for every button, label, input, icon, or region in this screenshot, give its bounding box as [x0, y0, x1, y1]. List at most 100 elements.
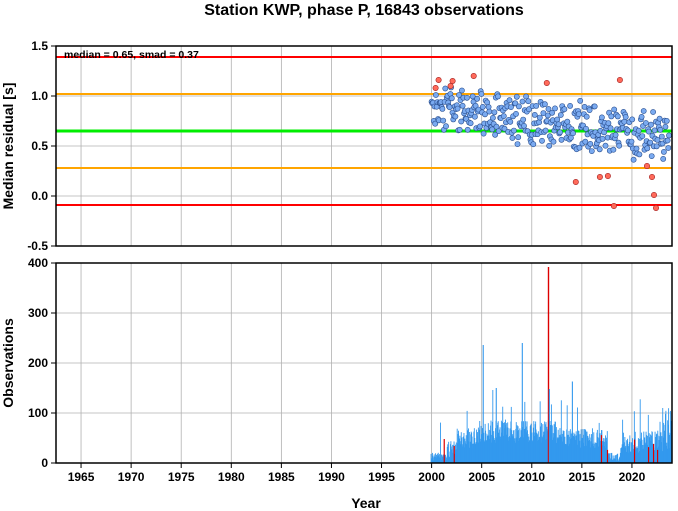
observation-bar	[492, 390, 494, 463]
residual-point	[612, 132, 619, 138]
year-tick-label: 2000	[418, 470, 445, 484]
residual-point	[533, 103, 540, 109]
observation-bar	[457, 434, 459, 463]
outlier-point	[470, 73, 477, 80]
residual-point	[472, 102, 479, 109]
residual-point	[519, 98, 526, 105]
outlier-observation-bar	[443, 439, 445, 463]
observation-bar	[662, 408, 664, 463]
residual-point	[492, 131, 498, 138]
residual-point	[614, 113, 621, 120]
residual-point	[456, 92, 462, 98]
residual-point	[639, 133, 646, 139]
observation-bar	[527, 430, 528, 463]
observation-bar	[508, 437, 510, 463]
residual-point	[583, 113, 590, 120]
residual-point	[628, 138, 635, 145]
observation-bar	[612, 455, 614, 463]
observation-bar	[449, 457, 450, 463]
residual-point	[452, 113, 459, 120]
observation-bar	[430, 453, 432, 463]
observation-bar	[477, 427, 479, 463]
residual-point	[531, 112, 538, 118]
observation-bar	[478, 429, 480, 463]
residual-point	[654, 136, 661, 143]
observation-bar	[493, 438, 495, 463]
residual-point	[599, 135, 606, 142]
residual-point	[545, 106, 552, 112]
residual-point	[506, 97, 513, 104]
observation-bar	[560, 400, 562, 463]
residual-point	[610, 146, 617, 153]
observation-bar	[471, 436, 473, 463]
residual-point	[663, 118, 670, 124]
observation-bar	[477, 432, 478, 463]
residual-point	[658, 133, 665, 140]
observation-bar	[588, 440, 590, 463]
peak-observation-bar	[521, 343, 523, 463]
observation-bar	[440, 454, 442, 463]
observations-tick-label: 300	[28, 306, 48, 320]
year-tick-label: 1965	[68, 470, 95, 484]
observation-bar	[446, 447, 448, 463]
observation-bar	[539, 436, 541, 463]
observation-bar	[570, 438, 572, 463]
observation-bar	[506, 427, 508, 463]
residual-tick-label: 1.5	[31, 39, 48, 53]
observation-bar	[498, 432, 500, 463]
outlier-point	[449, 78, 456, 85]
residual-point	[491, 109, 498, 116]
observation-bar	[622, 419, 624, 463]
residual-tick-label: 1.0	[31, 89, 48, 103]
year-tick-label: 1995	[368, 470, 395, 484]
residual-point	[587, 140, 594, 147]
residual-point	[648, 121, 654, 128]
observation-bar	[594, 442, 596, 463]
residual-point	[442, 85, 449, 92]
observation-bar	[472, 443, 473, 463]
residual-point	[530, 141, 537, 148]
observation-bar	[438, 455, 440, 463]
residual-point	[459, 102, 466, 109]
observation-bar	[453, 452, 455, 463]
observation-bar	[491, 442, 493, 463]
residual-point	[591, 103, 598, 110]
observation-bar	[440, 459, 442, 463]
observation-bar	[576, 435, 578, 463]
residual-point	[509, 135, 516, 141]
year-tick-label: 1975	[168, 470, 195, 484]
residual-tick-label: -0.5	[27, 239, 48, 253]
observation-bar	[489, 430, 491, 463]
residual-point	[645, 128, 652, 135]
peak-observation-bar	[495, 388, 497, 463]
observation-bar	[481, 434, 482, 463]
observation-bar	[662, 437, 664, 463]
residual-point	[456, 126, 463, 133]
residual-point	[567, 103, 573, 109]
outlier-observation-bar	[656, 449, 659, 463]
residual-point	[653, 143, 660, 150]
residual-point	[605, 120, 612, 127]
residual-point	[599, 114, 605, 121]
outlier-point	[432, 85, 439, 92]
observations-tick-label: 200	[28, 356, 48, 370]
observation-bar	[631, 442, 633, 463]
observation-bar	[659, 421, 661, 463]
residual-point	[482, 111, 488, 118]
residual-point	[540, 110, 547, 116]
residual-point	[536, 114, 543, 121]
observation-bar	[476, 442, 478, 463]
residual-point	[666, 132, 672, 139]
outlier-point	[435, 77, 442, 84]
residual-point	[464, 94, 470, 101]
outlier-point	[596, 174, 603, 181]
residual-point	[526, 106, 532, 113]
observation-bar	[483, 441, 485, 463]
residual-point	[664, 137, 671, 144]
outlier-point	[616, 77, 623, 84]
residual-point	[561, 106, 568, 113]
observation-bar	[465, 443, 467, 463]
residual-point	[636, 151, 643, 158]
residual-point	[464, 126, 471, 133]
